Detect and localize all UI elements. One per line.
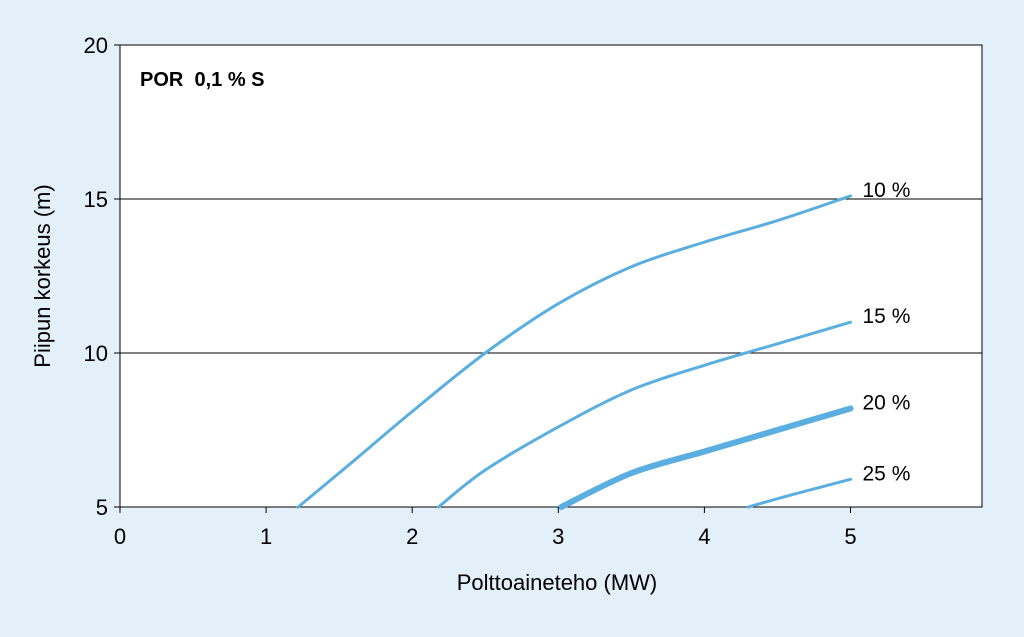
y-tick-label: 15 xyxy=(84,187,108,212)
series-label-15-percent: 15 % xyxy=(863,305,911,328)
series-label-20-percent: 20 % xyxy=(863,391,911,414)
series-line-10-percent xyxy=(296,194,853,509)
series-label-10-percent: 10 % xyxy=(863,179,911,202)
x-tick-label: 2 xyxy=(406,524,418,549)
x-tick-label: 3 xyxy=(552,524,564,549)
x-tick-label: 4 xyxy=(698,524,710,549)
series-label-25-percent: 25 % xyxy=(863,462,911,485)
y-tick-label: 20 xyxy=(84,33,108,58)
chart-title: POR 0,1 % S xyxy=(140,69,265,91)
y-axis-title: Piipun korkeus (m) xyxy=(30,184,55,367)
series-lines: 10 % 15 % 20 % 25 % xyxy=(296,179,911,510)
series-line-15-percent xyxy=(437,320,853,509)
x-tick-label: 0 xyxy=(114,524,126,549)
y-tick-label: 5 xyxy=(96,495,108,520)
x-axis-title: Polttoaineteho (MW) xyxy=(457,570,658,595)
axis-ticks: 5 10 15 20 0 1 2 3 4 5 xyxy=(84,33,857,549)
y-tick-label: 10 xyxy=(84,341,108,366)
series-line-20-percent xyxy=(558,405,854,510)
series-line-25-percent xyxy=(746,477,853,509)
x-tick-label: 1 xyxy=(260,524,272,549)
plot-area xyxy=(119,44,983,508)
x-tick-label: 5 xyxy=(844,524,856,549)
